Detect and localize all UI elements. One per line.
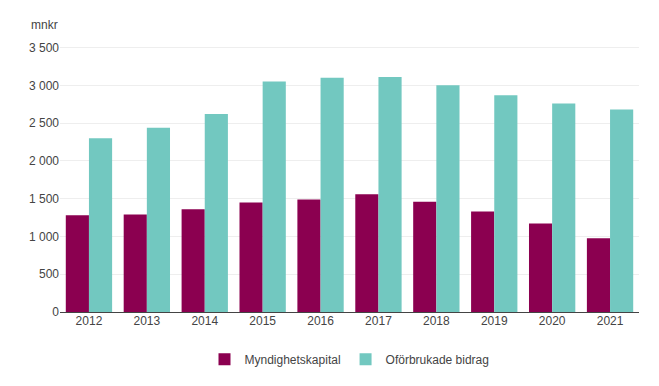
svg-text:mnkr: mnkr xyxy=(31,18,58,32)
svg-text:2 000: 2 000 xyxy=(29,154,59,168)
svg-text:2017: 2017 xyxy=(365,314,392,328)
svg-text:2 500: 2 500 xyxy=(29,116,59,130)
svg-text:1 500: 1 500 xyxy=(29,192,59,206)
svg-text:0: 0 xyxy=(52,305,59,319)
svg-text:2018: 2018 xyxy=(423,314,450,328)
svg-text:2014: 2014 xyxy=(191,314,218,328)
svg-text:2013: 2013 xyxy=(133,314,160,328)
svg-text:1 000: 1 000 xyxy=(29,230,59,244)
svg-text:3 000: 3 000 xyxy=(29,79,59,93)
svg-text:2019: 2019 xyxy=(481,314,508,328)
svg-text:500: 500 xyxy=(39,267,59,281)
svg-text:2020: 2020 xyxy=(539,314,566,328)
svg-text:2015: 2015 xyxy=(249,314,276,328)
svg-text:2012: 2012 xyxy=(76,314,103,328)
svg-text:2021: 2021 xyxy=(597,314,624,328)
svg-text:2016: 2016 xyxy=(307,314,334,328)
svg-text:3 500: 3 500 xyxy=(29,41,59,55)
svg-text:Oförbrukade bidrag: Oförbrukade bidrag xyxy=(386,353,489,367)
svg-text:Myndighetskapital: Myndighetskapital xyxy=(245,353,341,367)
